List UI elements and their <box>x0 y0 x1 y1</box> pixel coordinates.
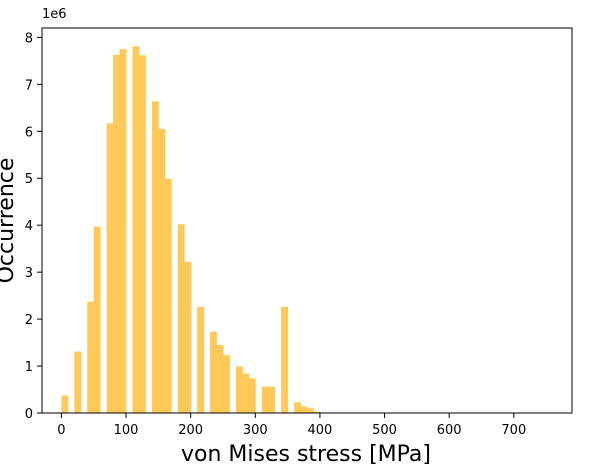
histogram-bar <box>235 366 243 413</box>
y-axis-offset-label: 1e6 <box>42 7 67 22</box>
x-tick-label: 100 <box>114 423 139 438</box>
x-tick-label: 200 <box>178 423 203 438</box>
x-tick-label: 700 <box>501 423 526 438</box>
y-tick-label: 3 <box>25 266 33 281</box>
histogram-bar <box>313 411 321 413</box>
x-axis-title: von Mises stress [MPa] <box>181 442 431 467</box>
histogram-bar <box>242 373 250 413</box>
plot-frame <box>41 27 573 414</box>
y-tick-label: 8 <box>25 31 33 46</box>
y-tick-label: 0 <box>25 407 33 422</box>
histogram-bar <box>268 386 276 413</box>
histogram-bar <box>307 408 314 413</box>
histogram-bar <box>61 395 69 413</box>
histogram-bar <box>216 344 224 413</box>
histogram-bar <box>138 55 146 413</box>
histogram-bar <box>164 178 172 413</box>
histogram-bar <box>177 224 185 413</box>
histogram-bar <box>197 306 204 413</box>
y-tick-label: 7 <box>25 78 33 93</box>
histogram-bar <box>158 128 166 413</box>
x-tick-label: 300 <box>243 423 268 438</box>
histogram-bar <box>74 351 82 413</box>
x-tick-label: 600 <box>437 423 462 438</box>
y-tick-label: 1 <box>25 360 33 375</box>
histogram-bar <box>222 355 230 413</box>
histogram-bar <box>210 331 217 413</box>
histogram-bars <box>61 46 334 414</box>
y-axis-title: Occurrence <box>0 158 19 284</box>
y-tick-label: 6 <box>25 125 33 140</box>
y-tick-label: 4 <box>25 219 33 234</box>
histogram-bar <box>119 49 127 413</box>
histogram-bar <box>113 54 120 413</box>
y-tick-label: 2 <box>25 313 33 328</box>
x-tick-label: 0 <box>57 423 65 438</box>
histogram-bar <box>151 101 159 414</box>
histogram-bar <box>184 261 192 413</box>
histogram-bar <box>106 123 114 413</box>
histogram-bar <box>248 378 256 413</box>
histogram-bar <box>93 226 101 413</box>
x-tick-label: 400 <box>308 423 333 438</box>
histogram-bar <box>132 46 140 413</box>
histogram-bar <box>294 402 301 413</box>
x-axis-ticks: 0 100 200 300 400 500 600 700 <box>57 413 526 438</box>
histogram-bar <box>300 406 308 413</box>
histogram-bar <box>281 306 289 413</box>
x-tick-label: 500 <box>372 423 397 438</box>
histogram-bar <box>87 301 95 413</box>
histogram-bar <box>261 386 269 413</box>
y-tick-label: 5 <box>25 172 33 187</box>
y-axis-ticks: 0 1 2 3 4 5 6 7 8 <box>25 31 42 422</box>
